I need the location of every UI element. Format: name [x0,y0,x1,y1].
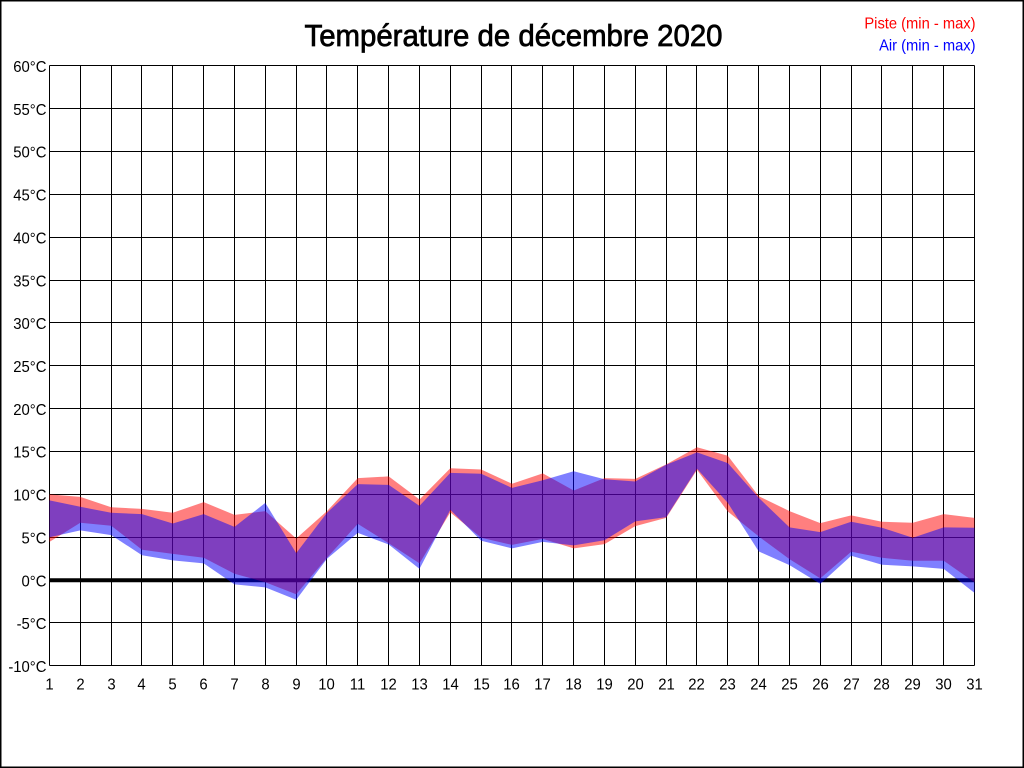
svg-text:29: 29 [904,676,921,694]
svg-text:15: 15 [473,676,490,694]
svg-text:19: 19 [596,676,613,694]
svg-text:11: 11 [350,676,365,694]
svg-text:25: 25 [781,676,798,694]
svg-text:8: 8 [261,676,269,694]
svg-text:12: 12 [380,676,397,694]
svg-text:5: 5 [168,676,176,694]
svg-text:-5°C: -5°C [17,616,47,634]
svg-text:14: 14 [442,676,459,694]
svg-text:15°C: 15°C [13,444,46,462]
svg-text:0°C: 0°C [22,573,47,591]
svg-text:21: 21 [658,676,675,694]
svg-text:18: 18 [565,676,582,694]
svg-text:7: 7 [230,676,238,694]
svg-text:20°C: 20°C [13,401,46,419]
svg-text:5°C: 5°C [22,530,47,548]
svg-text:30: 30 [935,676,952,694]
svg-text:2: 2 [76,676,84,694]
svg-text:4: 4 [137,676,146,694]
svg-text:6: 6 [199,676,207,694]
svg-text:60°C: 60°C [13,59,46,77]
svg-text:35°C: 35°C [13,273,46,291]
svg-text:20: 20 [627,676,644,694]
svg-text:Température de décembre 2020: Température de décembre 2020 [305,19,723,53]
svg-text:16: 16 [503,676,520,694]
svg-text:25°C: 25°C [13,359,46,377]
svg-text:40°C: 40°C [13,230,46,248]
svg-text:26: 26 [812,676,829,694]
svg-text:31: 31 [966,676,983,694]
svg-text:Air (min - max): Air (min - max) [879,37,975,55]
svg-text:Piste (min - max): Piste (min - max) [864,15,975,33]
svg-text:24: 24 [750,676,767,694]
svg-text:17: 17 [534,676,551,694]
svg-text:13: 13 [411,676,428,694]
svg-text:9: 9 [292,676,300,694]
svg-text:45°C: 45°C [13,187,46,205]
svg-text:30°C: 30°C [13,316,46,334]
svg-text:23: 23 [719,676,736,694]
svg-text:10°C: 10°C [13,487,46,505]
svg-text:27: 27 [843,676,860,694]
svg-text:10: 10 [318,676,335,694]
svg-text:1: 1 [45,676,53,694]
svg-text:55°C: 55°C [13,101,46,119]
svg-text:-10°C: -10°C [8,659,46,677]
svg-text:22: 22 [688,676,705,694]
svg-text:28: 28 [873,676,890,694]
svg-text:50°C: 50°C [13,144,46,162]
svg-text:3: 3 [107,676,115,694]
